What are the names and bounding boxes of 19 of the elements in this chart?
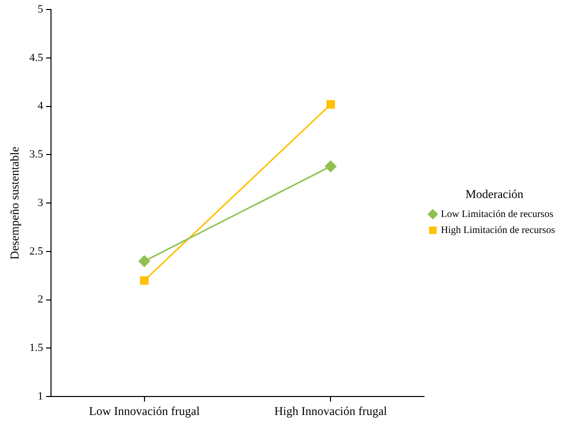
legend-title: Moderación	[465, 186, 524, 201]
y-tick-label: 2	[38, 294, 44, 306]
y-tick-label: 5	[38, 3, 44, 16]
y-tick-label: 4.5	[29, 52, 44, 64]
y-tick-label: 3.5	[29, 148, 44, 161]
x-tick-label: High Innovación frugal	[274, 404, 388, 418]
point	[326, 100, 335, 109]
legend-label: High Limitación de recursos	[440, 224, 556, 236]
y-tick-label: 4	[38, 100, 44, 112]
y-tick-label: 2.5	[29, 245, 44, 258]
point	[140, 276, 149, 285]
y-axis-title: Desempeño sustentable	[7, 146, 22, 260]
point	[324, 160, 336, 172]
y-tick-label: 3	[38, 196, 44, 209]
legend-label: Low Limitación de recursos	[440, 208, 554, 220]
point	[138, 255, 150, 267]
y-tick-label: 1.5	[29, 342, 44, 354]
x-tick-label: Low Innovación frugal	[89, 404, 200, 418]
y-tick-label: 1	[38, 390, 44, 402]
